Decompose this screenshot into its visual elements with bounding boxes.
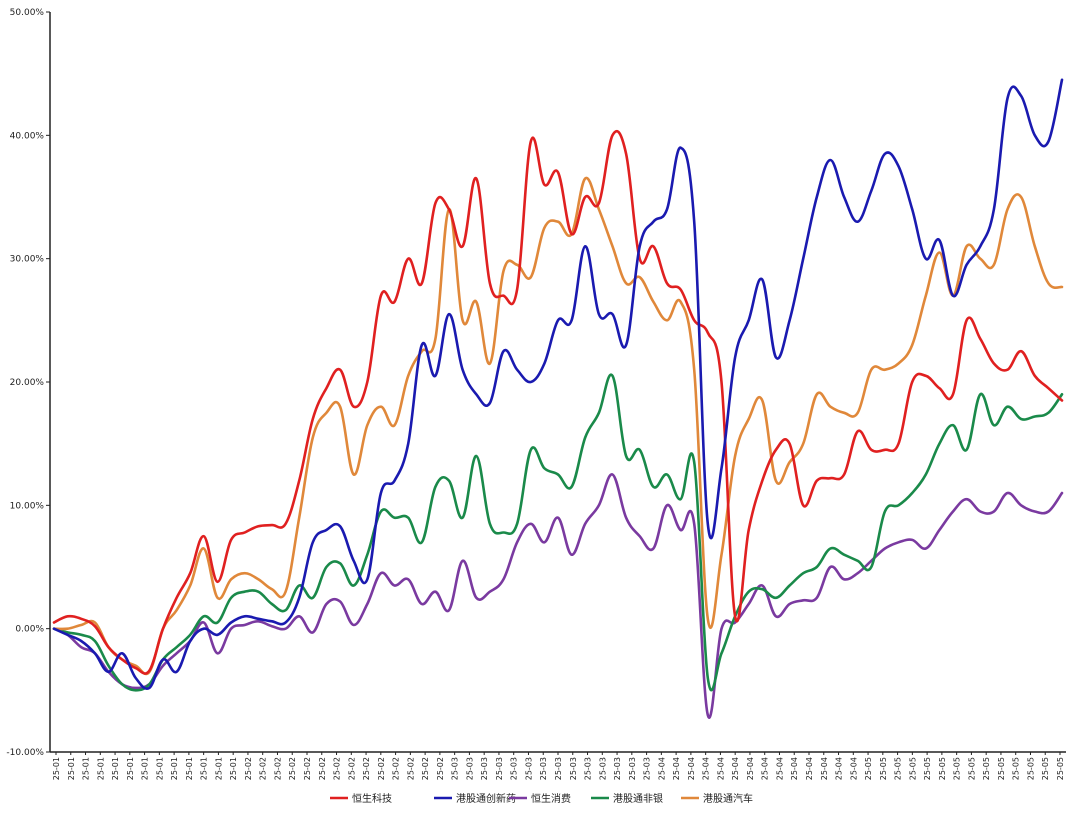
x-tick-label: 25-02 [436, 757, 445, 780]
x-tick-label: 25-05 [1056, 757, 1065, 780]
x-tick-label: 25-03 [524, 757, 533, 780]
x-tick-label: 25-04 [731, 757, 740, 780]
x-tick-label: 25-01 [214, 757, 223, 780]
legend: 恒生科技 港股通创新药 恒生消费 港股通非银 港股通汽车 [330, 792, 753, 805]
legend-label: 港股通汽车 [703, 792, 753, 805]
x-tick-label: 25-01 [170, 757, 179, 780]
x-tick-label: 25-01 [185, 757, 194, 780]
x-tick-label: 25-03 [584, 757, 593, 780]
series-line-4 [52, 176, 1064, 676]
x-tick-label: 25-03 [539, 757, 548, 780]
x-tick-label: 25-04 [805, 757, 814, 780]
x-tick-label: 25-03 [495, 757, 504, 780]
x-tick-label: 25-02 [303, 757, 312, 780]
x-tick-label: 25-02 [318, 757, 327, 780]
x-tick-label: 25-03 [510, 757, 519, 780]
x-tick-label: 25-04 [761, 757, 770, 780]
series-line-0 [52, 130, 1064, 675]
x-tick-label: 25-02 [244, 757, 253, 780]
x-tick-label: 25-04 [849, 757, 858, 780]
x-tick-label: 25-03 [451, 757, 460, 780]
legend-label: 港股通创新药 [456, 792, 516, 805]
x-tick-label: 25-01 [200, 757, 209, 780]
x-tick-label: 25-04 [820, 757, 829, 780]
x-tick-label: 25-01 [67, 757, 76, 780]
x-tick-label: 25-05 [864, 757, 873, 780]
x-tick-label: 25-04 [687, 757, 696, 780]
legend-label: 港股通非银 [613, 792, 663, 805]
x-tick-label: 25-04 [775, 757, 784, 780]
y-tick-label: 40.00% [10, 131, 45, 141]
x-tick-label: 25-01 [229, 757, 238, 780]
x-tick-label: 25-04 [790, 757, 799, 780]
x-tick-label: 25-01 [155, 757, 164, 780]
x-tick-label: 25-01 [141, 757, 150, 780]
x-tick-label: 25-03 [628, 757, 637, 780]
y-tick-label: 20.00% [10, 378, 45, 388]
series-layer [52, 78, 1064, 719]
x-tick-label: 25-05 [894, 757, 903, 780]
x-tick-label: 25-02 [406, 757, 415, 780]
x-tick-label: 25-05 [997, 757, 1006, 780]
series-line-3 [52, 373, 1064, 692]
x-tick-label: 25-02 [392, 757, 401, 780]
x-tick-label: 25-01 [126, 757, 135, 780]
y-tick-label: 0.00% [15, 625, 44, 635]
series-line-2 [52, 473, 1064, 719]
x-tick-label: 25-02 [333, 757, 342, 780]
x-tick-label: 25-05 [967, 757, 976, 780]
y-tick-label: 10.00% [10, 501, 45, 511]
x-tick-label: 25-03 [480, 757, 489, 780]
x-tick-label: 25-04 [672, 757, 681, 780]
series-line-1 [52, 78, 1064, 690]
x-tick-label: 25-03 [613, 757, 622, 780]
legend-label: 恒生消费 [531, 792, 571, 805]
x-tick-label: 25-02 [421, 757, 430, 780]
x-tick-label: 25-01 [96, 757, 105, 780]
x-tick-label: 25-02 [377, 757, 386, 780]
x-tick-label: 25-01 [52, 757, 61, 780]
x-tick-label: 25-03 [465, 757, 474, 780]
x-axis: 25-01 25-01 25-01 25-01 25-01 25-01 25-01 25-01… [50, 751, 1066, 780]
x-tick-label: 25-05 [982, 757, 991, 780]
x-tick-label: 25-05 [923, 757, 932, 780]
y-tick-label: 50.00% [10, 8, 45, 18]
x-tick-label: 25-04 [835, 757, 844, 780]
x-tick-label: 25-05 [1041, 757, 1050, 780]
x-tick-label: 25-05 [908, 757, 917, 780]
x-tick-label: 25-05 [953, 757, 962, 780]
x-tick-label: 25-04 [746, 757, 755, 780]
x-tick-label: 25-01 [82, 757, 91, 780]
x-tick-label: 25-05 [879, 757, 888, 780]
x-tick-label: 25-05 [1026, 757, 1035, 780]
x-tick-label: 25-02 [259, 757, 268, 780]
x-tick-label: 25-03 [598, 757, 607, 780]
x-tick-label: 25-02 [347, 757, 356, 780]
y-tick-label: 30.00% [10, 255, 45, 265]
x-tick-label: 25-04 [702, 757, 711, 780]
legend-label: 恒生科技 [352, 792, 392, 805]
x-tick-label: 25-03 [643, 757, 652, 780]
x-tick-label: 25-03 [554, 757, 563, 780]
x-tick-label: 25-04 [716, 757, 725, 780]
x-tick-label: 25-02 [273, 757, 282, 780]
x-tick-label: 25-05 [1012, 757, 1021, 780]
y-axis: -10.00% 0.00% 10.00% 20.00% 30.00% 40.00% 50.0… [6, 8, 51, 758]
x-tick-label: 25-05 [938, 757, 947, 780]
x-tick-label: 25-03 [569, 757, 578, 780]
x-tick-label: 25-02 [362, 757, 371, 780]
x-tick-label: 25-02 [288, 757, 297, 780]
x-tick-label: 25-01 [111, 757, 120, 780]
y-tick-label: -10.00% [6, 748, 44, 758]
x-tick-label: 25-04 [657, 757, 666, 780]
